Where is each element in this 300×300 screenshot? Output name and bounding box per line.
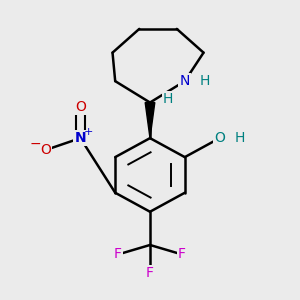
Text: N: N	[75, 131, 86, 145]
Text: O: O	[40, 143, 51, 157]
Text: F: F	[178, 248, 186, 262]
Text: −: −	[29, 136, 41, 150]
Text: +: +	[84, 127, 93, 137]
Text: H: H	[200, 74, 210, 88]
Text: O: O	[214, 131, 225, 145]
Polygon shape	[145, 103, 155, 138]
Text: F: F	[146, 266, 154, 280]
Text: N: N	[180, 74, 190, 88]
Text: H: H	[235, 131, 245, 145]
Text: H: H	[162, 92, 172, 106]
Text: F: F	[114, 248, 122, 262]
Text: O: O	[75, 100, 86, 114]
